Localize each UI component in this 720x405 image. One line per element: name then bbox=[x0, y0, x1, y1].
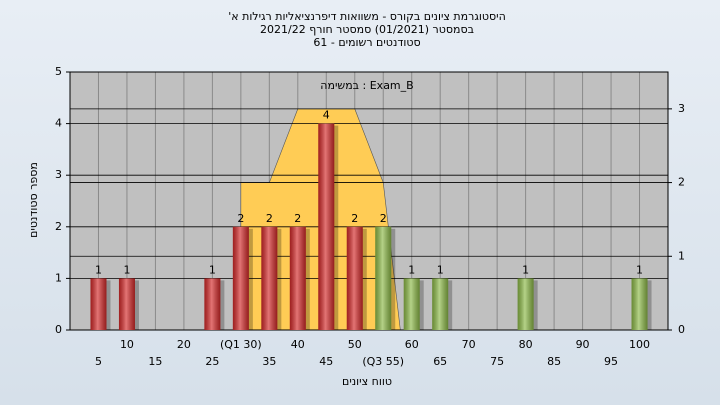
bar-shine bbox=[204, 278, 221, 330]
y-tick-label: 2 bbox=[55, 220, 62, 233]
data-label: 1 bbox=[636, 263, 643, 276]
data-label: 4 bbox=[323, 109, 330, 122]
bar-shine bbox=[90, 278, 107, 330]
x-tick-label: 15 bbox=[148, 355, 162, 368]
data-label: 2 bbox=[237, 212, 244, 225]
y-tick-label: 1 bbox=[55, 271, 62, 284]
x-tick-label: 95 bbox=[604, 355, 618, 368]
data-label: 2 bbox=[380, 212, 387, 225]
x-tick-label: 65 bbox=[433, 355, 447, 368]
x-tick-label: (Q3 55) bbox=[362, 355, 404, 368]
bar-shine bbox=[289, 226, 306, 330]
title-line: סטודנטים רשומים - 61 bbox=[313, 36, 420, 49]
data-label: 1 bbox=[408, 263, 415, 276]
x-axis-label: טווח ציונים bbox=[342, 375, 392, 388]
y-tick-label: 4 bbox=[55, 117, 62, 130]
annotation: במשימה : Exam_B bbox=[320, 79, 413, 92]
y-axis-label: מספר סטודנטים bbox=[27, 162, 40, 238]
x-tick-label: 40 bbox=[291, 338, 305, 351]
bar-shine bbox=[118, 278, 135, 330]
bar-shine bbox=[517, 278, 534, 330]
y-tick-label: 3 bbox=[55, 168, 62, 181]
x-tick-label: 50 bbox=[348, 338, 362, 351]
bar-shine bbox=[403, 278, 420, 330]
x-tick-label: 25 bbox=[205, 355, 219, 368]
x-tick-label: 75 bbox=[490, 355, 504, 368]
y-tick-label: 5 bbox=[55, 65, 62, 78]
data-label: 1 bbox=[95, 263, 102, 276]
bar-shine bbox=[432, 278, 449, 330]
bar-shine bbox=[375, 226, 392, 330]
y2-tick-label: 0 bbox=[678, 323, 685, 336]
x-tick-label: 10 bbox=[120, 338, 134, 351]
x-tick-label: 60 bbox=[405, 338, 419, 351]
x-tick-label: (Q1 30) bbox=[220, 338, 262, 351]
bar-shine bbox=[631, 278, 648, 330]
y-tick-label: 0 bbox=[55, 323, 62, 336]
bar-shine bbox=[261, 226, 278, 330]
x-tick-label: 90 bbox=[576, 338, 590, 351]
data-label: 2 bbox=[351, 212, 358, 225]
bar-shine bbox=[232, 226, 249, 330]
x-tick-label: 100 bbox=[629, 338, 650, 351]
plot: 1 1 1 2 2 2 4 2 2 1 1 1 1 bbox=[69, 71, 669, 331]
bar-shine bbox=[346, 226, 363, 330]
data-label: 1 bbox=[209, 263, 216, 276]
data-label: 2 bbox=[294, 212, 301, 225]
x-tick-label: 45 bbox=[319, 355, 333, 368]
y2-tick-label: 2 bbox=[678, 176, 685, 189]
y2-tick-label: 3 bbox=[678, 102, 685, 115]
x-tick-label: 80 bbox=[519, 338, 533, 351]
data-label: 1 bbox=[437, 263, 444, 276]
data-label: 2 bbox=[266, 212, 273, 225]
x-tick-label: 5 bbox=[95, 355, 102, 368]
x-tick-label: 20 bbox=[177, 338, 191, 351]
x-tick-label: 35 bbox=[262, 355, 276, 368]
title-line: בסמסטר (01/2021) סמסטר חורף 2021/22 bbox=[260, 23, 474, 36]
x-tick-label: 85 bbox=[547, 355, 561, 368]
x-tick-label: 70 bbox=[462, 338, 476, 351]
data-label: 1 bbox=[123, 263, 130, 276]
plot-frame bbox=[69, 71, 669, 331]
title-line: 'היסטוגרמת ציונים בקורס - משוואות דיפרנצ… bbox=[228, 10, 506, 23]
data-label: 1 bbox=[522, 263, 529, 276]
y2-tick-label: 1 bbox=[678, 249, 685, 262]
bar-shine bbox=[318, 123, 335, 330]
